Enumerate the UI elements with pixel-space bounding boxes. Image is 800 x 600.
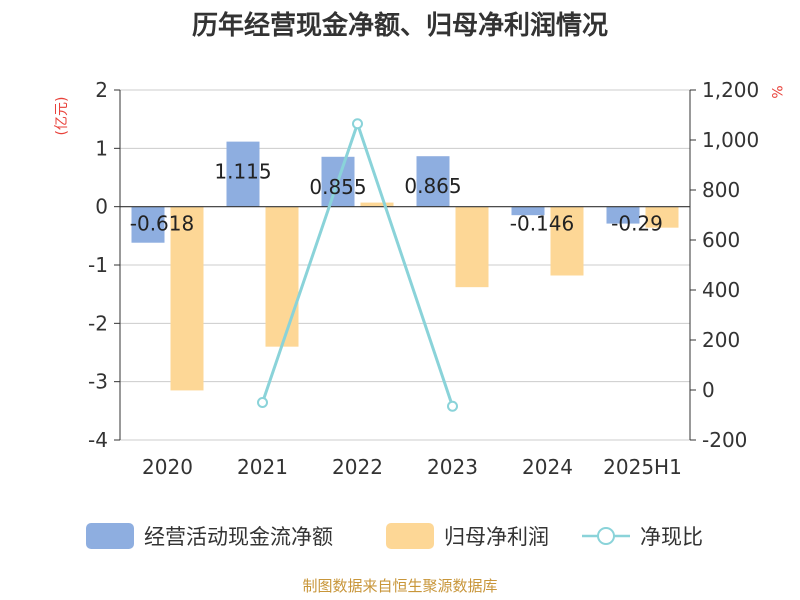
net-profit-bar — [455, 206, 489, 288]
right-axis-tick-label: 800 — [702, 178, 740, 202]
right-axis-unit: % — [768, 85, 784, 98]
legend-swatch-marker — [597, 527, 615, 545]
legend-swatch — [86, 523, 134, 549]
left-axis-tick-label: -1 — [88, 253, 108, 277]
right-axis-tick-label: 0 — [702, 378, 715, 402]
data-labels: -0.618 1.115 0.855 0.865 -0.146 -0.29 — [130, 160, 663, 236]
x-axis-tick-label: 2020 — [142, 455, 193, 479]
cashflow-data-label: -0.29 — [611, 212, 663, 236]
legend-label: 净现比 — [640, 525, 703, 549]
x-axis-tick-label: 2022 — [332, 455, 383, 479]
left-axis-unit: (亿元) — [54, 97, 70, 136]
right-axis-tick-label: 600 — [702, 228, 740, 252]
net-cash-ratio-point — [257, 397, 268, 408]
right-axis-tick-label: -200 — [702, 428, 747, 452]
line-series — [257, 118, 458, 412]
x-axis-tick-label: 2025H1 — [603, 455, 682, 479]
x-axis-tick-label: 2023 — [427, 455, 478, 479]
legend-label: 归母净利润 — [444, 525, 549, 549]
cashflow-data-label: -0.146 — [510, 212, 574, 236]
right-axis-tick-label: 400 — [702, 278, 740, 302]
axes: 2 1 0 -1 -2 -3 -4 1,200 1,000 800 600 400 200 0 -200 20… — [88, 78, 759, 479]
cashflow-bar — [511, 206, 545, 216]
legend-label: 经营活动现金流净额 — [144, 525, 333, 549]
right-axis-tick-label: 1,000 — [702, 128, 759, 152]
net-cash-ratio-point — [447, 400, 458, 412]
x-axis-tick-label: 2024 — [522, 455, 573, 479]
legend-swatch — [386, 523, 434, 549]
net-profit-bar — [645, 206, 679, 228]
net-profit-bar — [170, 206, 204, 391]
net-profit-bar — [360, 202, 394, 207]
cashflow-bar — [606, 206, 640, 224]
left-axis-tick-label: 0 — [95, 195, 108, 219]
cashflow-bar — [416, 156, 450, 207]
left-axis-tick-label: -4 — [88, 428, 108, 452]
cashflow-data-label: 0.865 — [404, 174, 461, 198]
cashflow-data-label: 0.855 — [309, 175, 366, 199]
left-axis-tick-label: 1 — [95, 136, 108, 160]
legend: 经营活动现金流净额 归母净利润 净现比 — [86, 523, 703, 549]
cashflow-data-label: 1.115 — [214, 160, 271, 184]
left-axis-tick-label: -2 — [88, 311, 108, 335]
net-profit-bar — [550, 206, 584, 276]
net-cash-ratio-point — [352, 118, 363, 130]
cashflow-bar — [131, 206, 165, 243]
right-axis-tick-label: 200 — [702, 328, 740, 352]
source-note: 制图数据来自恒生聚源数据库 — [302, 577, 497, 595]
right-axis-tick-label: 1,200 — [702, 78, 759, 102]
net-profit-bar — [265, 206, 299, 347]
x-axis-tick-label: 2021 — [237, 455, 288, 479]
left-axis-tick-label: 2 — [95, 78, 108, 102]
left-axis-tick-label: -3 — [88, 370, 108, 394]
chart-title: 历年经营现金净额、归母净利润情况 — [192, 10, 608, 41]
cashflow-data-label: -0.618 — [130, 212, 194, 236]
cashflow-bar — [226, 141, 260, 207]
